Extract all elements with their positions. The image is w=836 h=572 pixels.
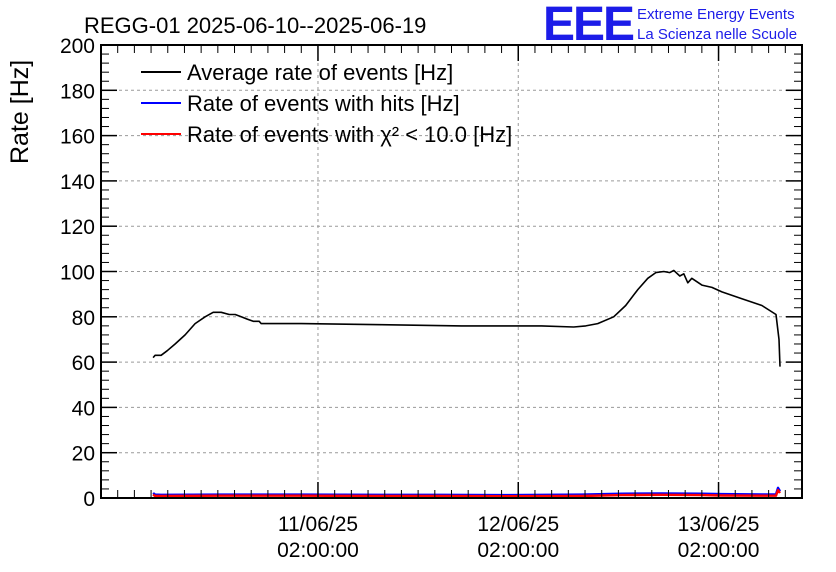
legend-label-chi2: Rate of events with χ² < 10.0 [Hz] xyxy=(187,122,512,147)
y-axis-label: Rate [Hz] xyxy=(6,60,34,164)
y-tick-label: 0 xyxy=(83,488,95,511)
grid xyxy=(101,45,802,498)
legend-label-average: Average rate of events [Hz] xyxy=(187,60,453,85)
y-tick-label: 180 xyxy=(60,80,95,103)
x-tick-label-time: 02:00:00 xyxy=(678,539,760,562)
eee-logo-line1: Extreme Energy Events xyxy=(637,6,795,23)
series-line-0 xyxy=(152,269,781,367)
y-tick-label: 20 xyxy=(72,443,95,466)
y-tick-label: 140 xyxy=(60,171,95,194)
axis-ticks xyxy=(101,44,802,499)
eee-logo: EEE Extreme Energy Events La Scienza nel… xyxy=(543,0,797,51)
legend: Average rate of events [Hz] Rate of even… xyxy=(141,60,512,147)
y-tick-label: 60 xyxy=(72,352,95,375)
eee-logo-mark: EEE xyxy=(543,0,634,51)
y-tick-labels: 0 20 40 60 80 100 120 140 160 180 200 xyxy=(60,35,95,511)
x-tick-label-date: 12/06/25 xyxy=(477,513,559,536)
x-tick-labels: 11/06/25 02:00:00 12/06/25 02:00:00 13/06/25… xyxy=(277,513,759,562)
x-tick-label-time: 02:00:00 xyxy=(477,539,559,562)
y-tick-label: 160 xyxy=(60,126,95,149)
chart-title: REGG-01 2025-06-10--2025-06-19 xyxy=(84,13,426,38)
y-tick-label: 120 xyxy=(60,216,95,239)
x-tick-label-date: 13/06/25 xyxy=(678,513,760,536)
series-layer xyxy=(152,269,782,498)
x-tick-label-time: 02:00:00 xyxy=(277,539,359,562)
eee-logo-line2: La Scienza nelle Scuole xyxy=(637,26,797,43)
y-tick-label: 80 xyxy=(72,307,95,330)
y-tick-label: 100 xyxy=(60,262,95,285)
x-tick-label-date: 11/06/25 xyxy=(278,513,358,536)
y-tick-label: 40 xyxy=(72,397,95,420)
legend-label-hits: Rate of events with hits [Hz] xyxy=(187,91,460,116)
y-tick-label: 200 xyxy=(60,35,95,58)
